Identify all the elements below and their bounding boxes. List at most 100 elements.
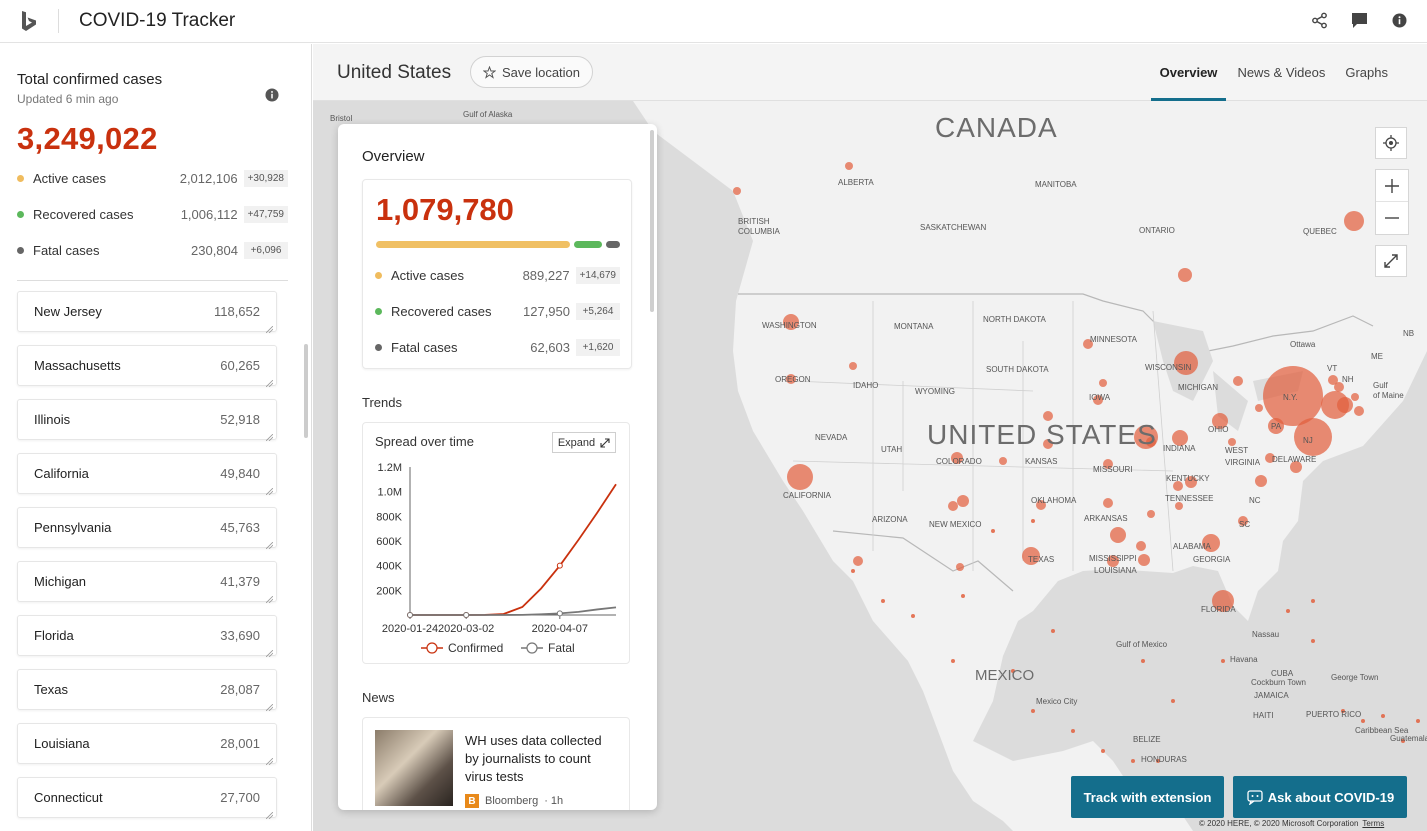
case-bubble[interactable]	[1354, 406, 1364, 416]
stat-value: 62,603	[530, 339, 570, 355]
state-item[interactable]: California 49,840	[17, 453, 277, 496]
case-bubble[interactable]	[1103, 459, 1113, 469]
state-item[interactable]: Michigan 41,379	[17, 561, 277, 604]
zoom-in-button[interactable]	[1376, 170, 1408, 202]
case-bubble[interactable]	[1147, 510, 1155, 518]
info-icon[interactable]	[265, 88, 279, 107]
state-item[interactable]: New Jersey 118,652	[17, 291, 277, 334]
case-bubble[interactable]	[1138, 554, 1150, 566]
case-bubble[interactable]	[1036, 500, 1046, 510]
case-bubble[interactable]	[1146, 437, 1156, 447]
locate-button[interactable]	[1375, 127, 1407, 159]
stat-value: 1,006,112	[180, 206, 238, 222]
case-bubble[interactable]	[1083, 339, 1093, 349]
expand-chart-button[interactable]: Expand	[552, 432, 616, 453]
case-bubble[interactable]	[1238, 516, 1248, 526]
state-item[interactable]: Louisiana 28,001	[17, 723, 277, 766]
case-bubble[interactable]	[787, 464, 813, 490]
case-bubble[interactable]	[1255, 475, 1267, 487]
state-item[interactable]: Illinois 52,918	[17, 399, 277, 442]
fullscreen-button[interactable]	[1375, 245, 1407, 277]
case-bubble[interactable]	[783, 314, 799, 330]
map-label: CANADA	[935, 112, 1058, 143]
case-bubble[interactable]	[733, 187, 741, 195]
case-dot	[881, 599, 885, 603]
map-label: JAMAICA	[1254, 691, 1289, 700]
zoom-out-button[interactable]	[1376, 202, 1408, 234]
terms-link[interactable]: Terms	[1362, 819, 1385, 828]
case-bubble[interactable]	[1337, 397, 1353, 413]
map[interactable]: CANADA UNITED STATES MEXICO Gulf of Alaska B…	[313, 101, 1427, 831]
case-bubble[interactable]	[853, 556, 863, 566]
case-bubble[interactable]	[1263, 366, 1323, 426]
case-bubble[interactable]	[1255, 404, 1263, 412]
y-tick-label: 800K	[376, 511, 402, 523]
news-card[interactable]: WH uses data collected by journalists to…	[362, 717, 630, 810]
tab-overview[interactable]: Overview	[1150, 44, 1227, 101]
case-bubble[interactable]	[948, 501, 958, 511]
case-bubble[interactable]	[1110, 527, 1126, 543]
tab-news-videos[interactable]: News & Videos	[1237, 65, 1326, 80]
case-bubble[interactable]	[956, 563, 964, 571]
case-bubble[interactable]	[1043, 439, 1053, 449]
case-bubble[interactable]	[1344, 211, 1364, 231]
state-item[interactable]: Texas 28,087	[17, 669, 277, 712]
stat-label: Recovered cases	[391, 303, 492, 319]
state-name: Michigan	[34, 574, 87, 589]
sidebar-scrollbar[interactable]	[304, 344, 308, 438]
state-count: 118,652	[213, 304, 260, 319]
case-bubble[interactable]	[1334, 382, 1344, 392]
tab-graphs[interactable]: Graphs	[1345, 65, 1388, 80]
case-bubble[interactable]	[1233, 376, 1243, 386]
case-bubble[interactable]	[849, 362, 857, 370]
case-bubble[interactable]	[1351, 393, 1359, 401]
map-labels: CANADA UNITED STATES MEXICO Gulf of Alaska B…	[330, 110, 1427, 764]
bing-logo[interactable]	[0, 10, 58, 32]
save-location-button[interactable]: Save location	[470, 56, 593, 88]
case-bubble[interactable]	[1107, 555, 1119, 567]
case-bubble[interactable]	[1202, 534, 1220, 552]
track-extension-button[interactable]: Track with extension	[1071, 776, 1224, 818]
feedback-icon[interactable]	[1349, 10, 1369, 30]
case-bubble[interactable]	[1174, 351, 1198, 375]
case-bubble[interactable]	[1290, 461, 1302, 473]
case-bubble[interactable]	[1136, 541, 1146, 551]
case-bubble[interactable]	[1212, 413, 1228, 429]
case-bubble[interactable]	[1265, 453, 1275, 463]
case-bubble[interactable]	[1043, 411, 1053, 421]
case-bubble[interactable]	[1268, 418, 1284, 434]
case-bubble[interactable]	[1328, 375, 1338, 385]
case-bubble[interactable]	[999, 457, 1007, 465]
share-icon[interactable]	[1309, 10, 1329, 30]
state-item[interactable]: Pennsylvania 45,763	[17, 507, 277, 550]
panel-scrollbar[interactable]	[650, 130, 654, 312]
case-bubble[interactable]	[1294, 418, 1332, 456]
map-label: MONTANA	[894, 322, 934, 331]
news-source: B Bloomberg · 1h	[465, 794, 563, 808]
case-bubble[interactable]	[1172, 430, 1188, 446]
case-bubble[interactable]	[1099, 379, 1107, 387]
state-item[interactable]: Connecticut 27,700	[17, 777, 277, 820]
case-bubble[interactable]	[1212, 590, 1234, 612]
map-label: SOUTH DAKOTA	[986, 365, 1049, 374]
case-bubble[interactable]	[1173, 481, 1183, 491]
ask-covid-button[interactable]: Ask about COVID-19	[1233, 776, 1407, 818]
map-label: GEORGIA	[1193, 555, 1231, 564]
overview-total: 1,079,780	[376, 192, 514, 227]
state-item[interactable]: Massachusetts 60,265	[17, 345, 277, 388]
info-icon[interactable]	[1389, 10, 1409, 30]
case-bubble[interactable]	[1093, 395, 1103, 405]
case-dot	[1141, 659, 1145, 663]
case-bubble[interactable]	[786, 374, 796, 384]
news-headline[interactable]: WH uses data collected by journalists to…	[465, 733, 602, 784]
case-bubble[interactable]	[1228, 438, 1236, 446]
case-bubble[interactable]	[1175, 502, 1183, 510]
case-bubble[interactable]	[1103, 498, 1113, 508]
state-item[interactable]: Florida 33,690	[17, 615, 277, 658]
case-bubble[interactable]	[951, 452, 963, 464]
case-bubble[interactable]	[1178, 268, 1192, 282]
case-bubble[interactable]	[845, 162, 853, 170]
case-bubble[interactable]	[957, 495, 969, 507]
case-bubble[interactable]	[1185, 476, 1197, 488]
case-bubble[interactable]	[1022, 547, 1040, 565]
